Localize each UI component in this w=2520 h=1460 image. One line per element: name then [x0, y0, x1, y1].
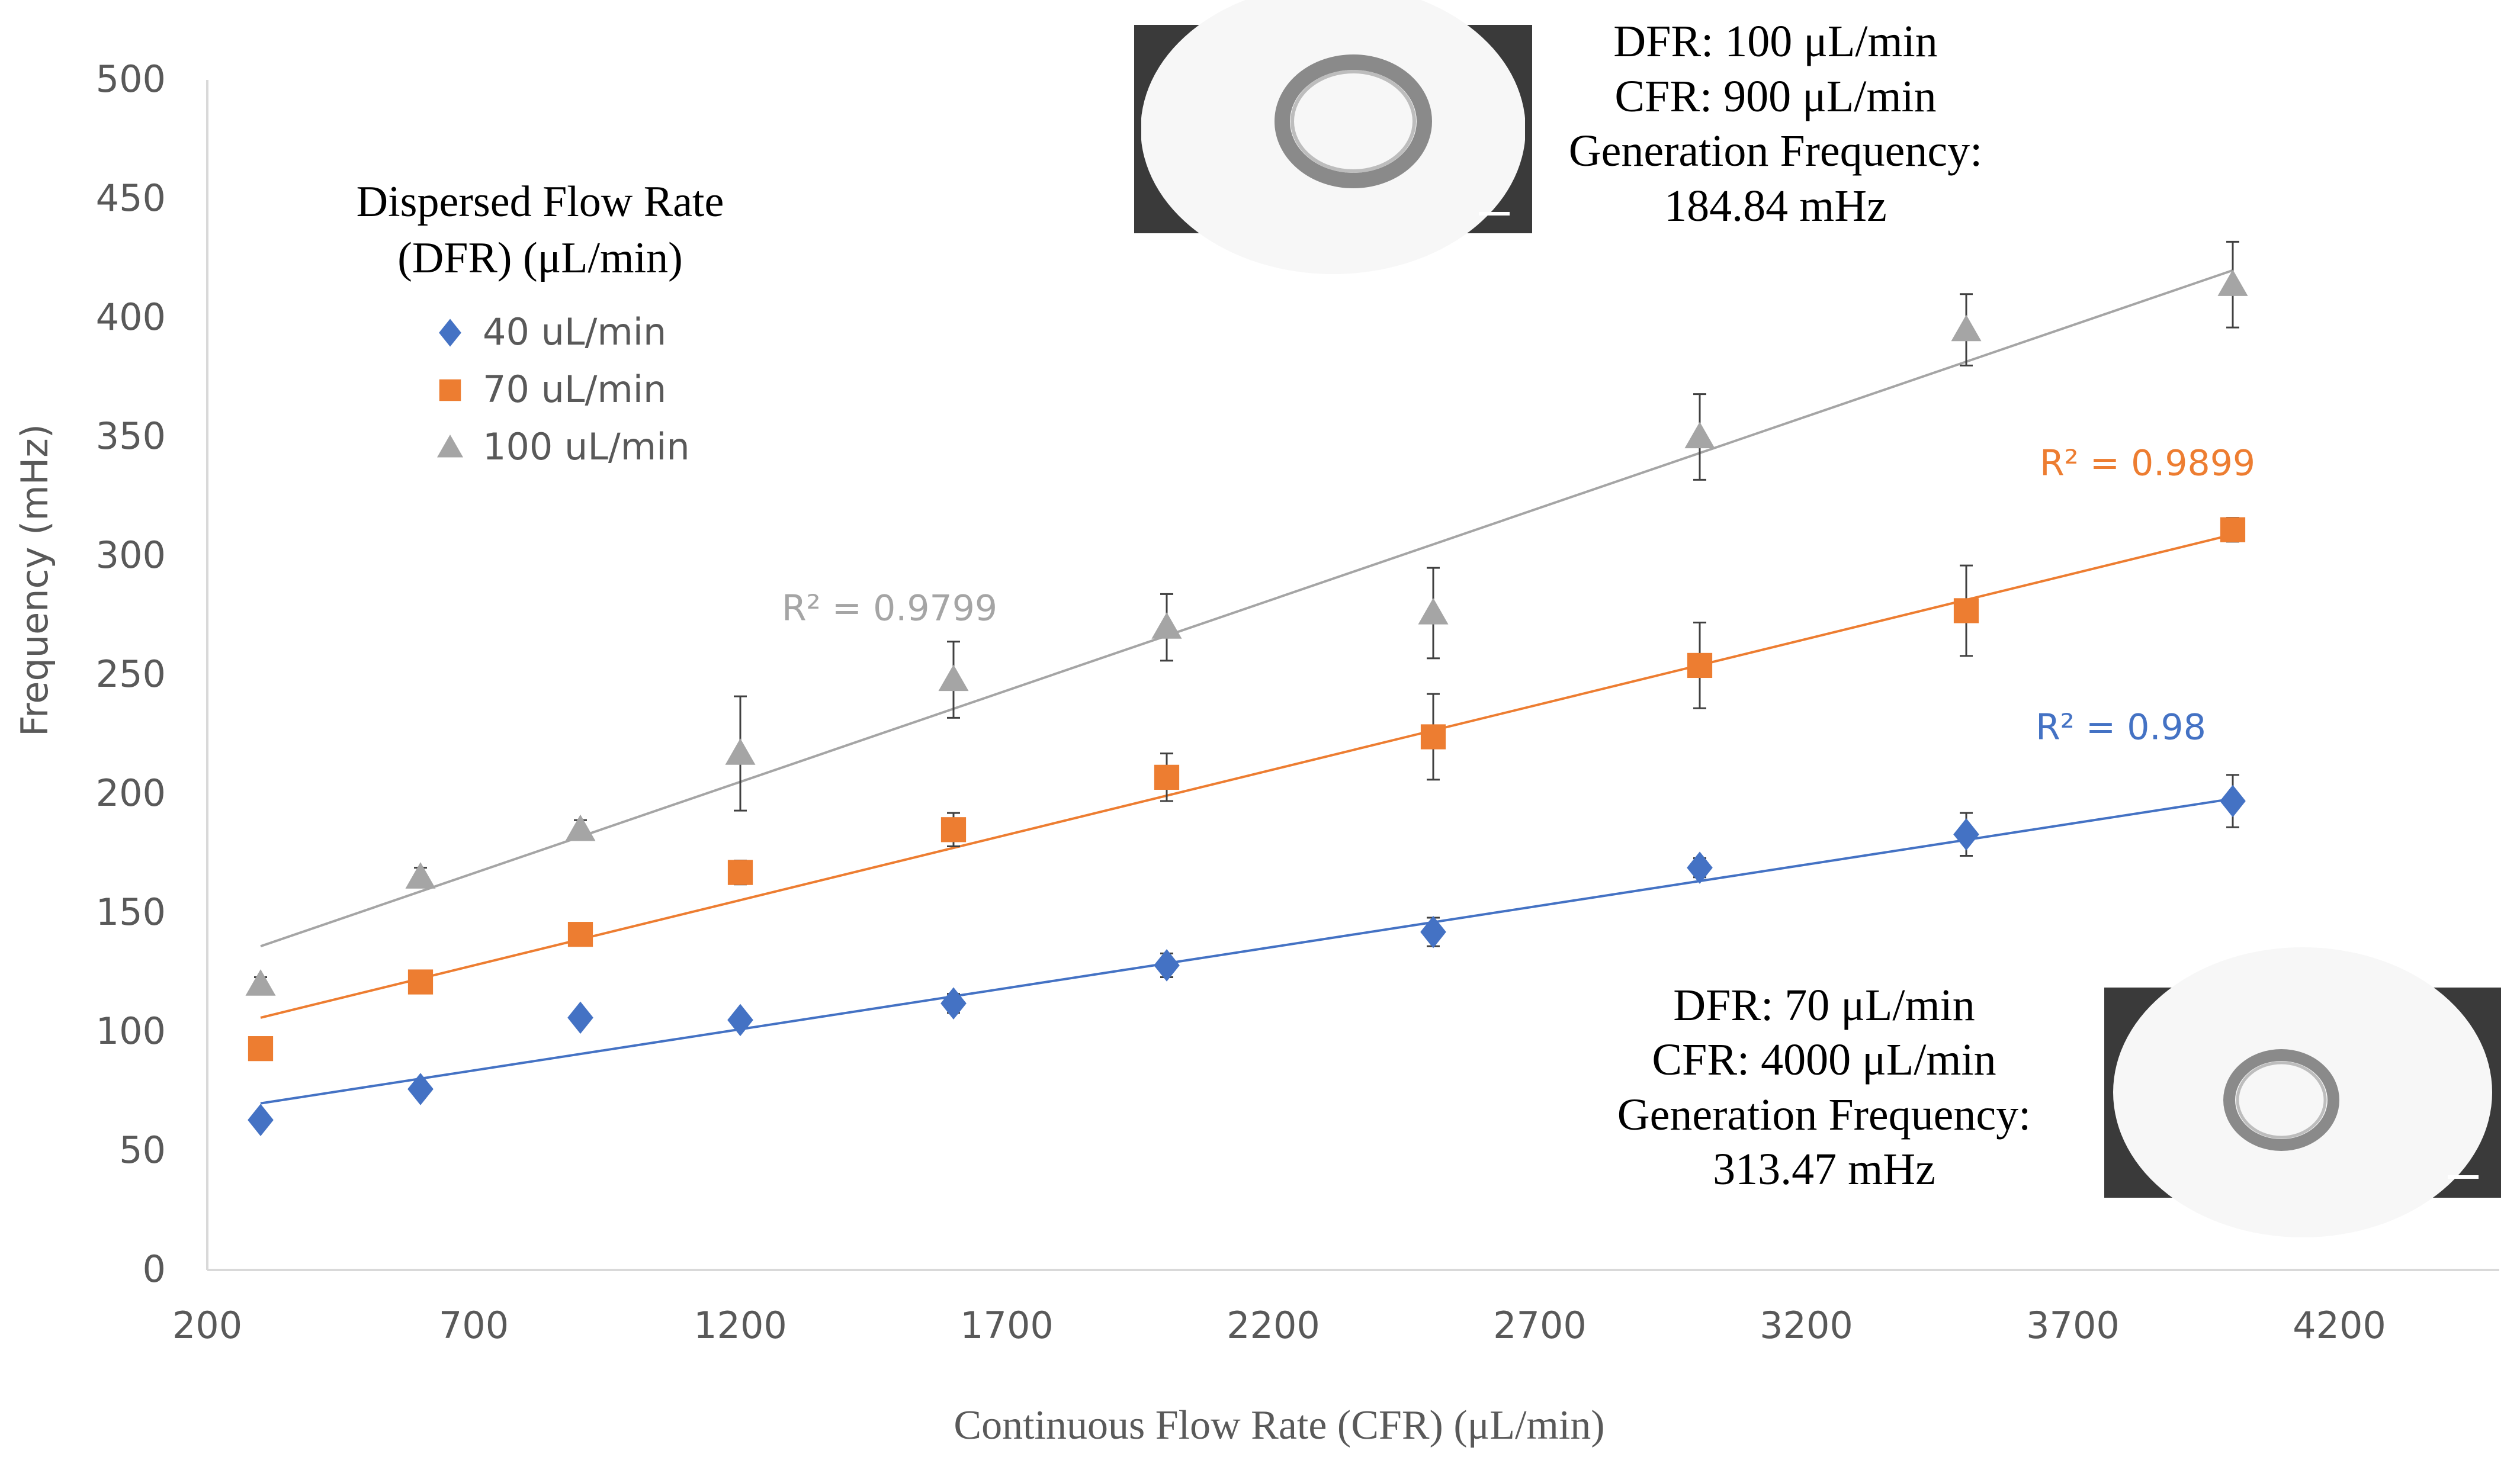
- trendline: [260, 533, 2233, 1019]
- x-tick-label: 1700: [960, 1304, 1054, 1347]
- legend-title-line1: Dispersed Flow Rate: [357, 178, 724, 226]
- data-point: [248, 1104, 274, 1137]
- legend-entries: 40 uL/min 70 uL/min 100 uL/min: [436, 310, 690, 468]
- x-tick-labels: 200 700 1200 1700 2200 2700 3200 3700 4200: [172, 1304, 2386, 1347]
- data-point: [407, 1073, 434, 1105]
- data-point: [245, 969, 276, 996]
- x-tick-label: 3200: [1760, 1304, 1853, 1347]
- annotation-top-line3: Generation Frequency:: [1569, 126, 1983, 176]
- y-tick-label: 400: [96, 295, 166, 339]
- data-point: [1687, 851, 1713, 884]
- annotation-top-line2: CFR: 900 μL/min: [1614, 72, 1936, 121]
- data-point: [1684, 422, 1715, 449]
- x-tick-label: 4200: [2293, 1304, 2386, 1347]
- y-axis-title: Frequency (mHz): [13, 424, 56, 737]
- trendline: [260, 797, 2233, 1105]
- y-tick-label: 500: [96, 57, 166, 101]
- legend-marker: [436, 434, 464, 458]
- data-point: [1687, 652, 1713, 678]
- x-tick-label: 200: [172, 1304, 242, 1347]
- legend-marker: [439, 319, 461, 347]
- x-tick-label: 3700: [2026, 1304, 2120, 1347]
- data-point: [2220, 784, 2246, 818]
- data-point: [248, 1036, 274, 1062]
- data-point: [1420, 724, 1446, 750]
- annotation-top: DFR: 100 μL/min CFR: 900 μL/min Generati…: [1569, 17, 1983, 231]
- data-point: [1420, 915, 1446, 948]
- legend-label: 70 uL/min: [483, 368, 666, 411]
- y-tick-labels: 0 50 100 150 200 250 300 350 400 450 500: [96, 57, 166, 1291]
- data-point: [1418, 597, 1449, 625]
- data-point: [940, 817, 967, 842]
- legend-title-line2: (DFR) (μL/min): [397, 234, 683, 282]
- annotation-bottom: DFR: 70 μL/min CFR: 4000 μL/min Generati…: [1617, 980, 2031, 1194]
- data-point: [1154, 949, 1180, 982]
- data-point: [565, 814, 596, 841]
- y-tick-label: 50: [119, 1128, 166, 1172]
- annotation-top-line1: DFR: 100 μL/min: [1613, 17, 1937, 66]
- data-point: [1151, 612, 1182, 639]
- annotation-top-line4: 184.84 mHz: [1664, 181, 1887, 231]
- data-point: [2220, 517, 2246, 542]
- annotation-bottom-line3: Generation Frequency:: [1617, 1090, 2031, 1140]
- data-point: [405, 862, 436, 889]
- y-tick-label: 450: [96, 176, 166, 220]
- annotation-bottom-line1: DFR: 70 μL/min: [1673, 980, 1975, 1030]
- y-tick-label: 100: [96, 1009, 166, 1053]
- legend: Dispersed Flow Rate (DFR) (μL/min) 40 uL…: [357, 178, 724, 468]
- data-point: [725, 738, 756, 765]
- x-tick-label: 1200: [694, 1304, 787, 1347]
- x-tick-label: 2700: [1493, 1304, 1587, 1347]
- annotation-bottom-line2: CFR: 4000 μL/min: [1652, 1035, 1996, 1085]
- data-markers: [245, 269, 2248, 1137]
- x-tick-label: 700: [439, 1304, 509, 1347]
- data-point: [567, 922, 593, 947]
- x-axis-title: Continuous Flow Rate (CFR) (μL/min): [954, 1403, 1604, 1448]
- droplet-image-top: [1134, 0, 1532, 274]
- data-point: [567, 1001, 593, 1034]
- y-tick-label: 350: [96, 414, 166, 458]
- legend-label: 100 uL/min: [483, 425, 690, 468]
- data-point: [1953, 598, 1979, 623]
- droplet-image-bottom: [2104, 947, 2501, 1237]
- data-point: [727, 1004, 753, 1037]
- data-point: [938, 664, 969, 692]
- y-tick-label: 200: [96, 771, 166, 815]
- data-point: [1154, 764, 1180, 790]
- legend-marker: [439, 379, 461, 401]
- data-point: [727, 860, 753, 885]
- data-point: [1953, 818, 1979, 851]
- r2-label: R² = 0.9899: [2040, 442, 2255, 484]
- data-point: [1951, 314, 1982, 342]
- r2-labels: R² = 0.98 R² = 0.9899 R² = 0.9799: [782, 442, 2255, 748]
- r2-label: R² = 0.98: [2036, 707, 2206, 748]
- y-tick-label: 0: [143, 1247, 166, 1291]
- y-tick-label: 250: [96, 652, 166, 696]
- x-tick-label: 2200: [1227, 1304, 1320, 1347]
- data-point: [407, 969, 434, 995]
- y-tick-label: 300: [96, 533, 166, 577]
- r2-label: R² = 0.9799: [782, 588, 997, 629]
- annotation-bottom-line4: 313.47 mHz: [1713, 1144, 1935, 1194]
- y-tick-label: 150: [96, 890, 166, 934]
- data-point: [2217, 269, 2248, 296]
- data-point: [940, 987, 967, 1020]
- legend-label: 40 uL/min: [483, 310, 666, 353]
